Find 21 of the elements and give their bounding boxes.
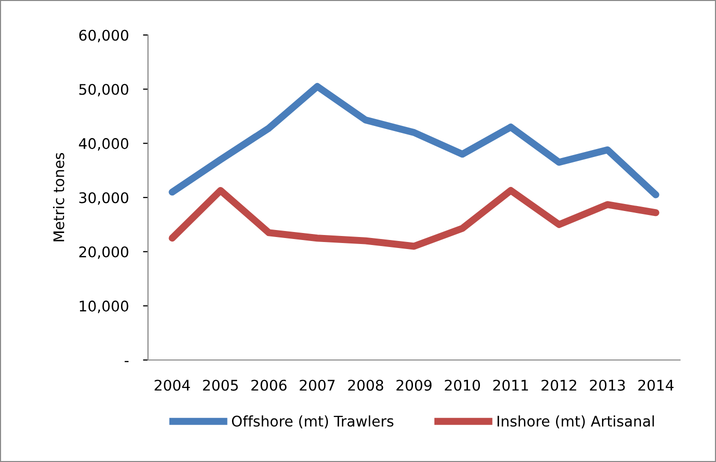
x-tick-label: 2007 — [300, 380, 335, 391]
x-tick-label: 2005 — [203, 380, 238, 391]
y-tick-label: - — [124, 360, 129, 362]
legend-label: Offshore (mt) Trawlers — [232, 415, 394, 428]
x-tick-label: 2010 — [444, 380, 480, 391]
x-tick-label: 2009 — [396, 380, 432, 391]
x-tick-label: 2011 — [493, 380, 528, 391]
y-tick-label: 50,000 — [79, 84, 128, 96]
x-tick-label: 2012 — [542, 380, 576, 391]
x-tick-label: 2013 — [590, 380, 625, 391]
x-tick-label: 2008 — [348, 380, 384, 391]
y-tick-label: 60,000 — [79, 30, 128, 42]
y-tick-label: 20,000 — [79, 246, 128, 259]
y-tick-label: 30,000 — [79, 192, 128, 205]
x-tick-label: 2006 — [251, 380, 287, 391]
legend-label: Inshore (mt) Artisanal — [498, 415, 654, 428]
y-axis-title: Metric tones — [52, 153, 64, 242]
x-tick-label: 2004 — [154, 380, 190, 391]
y-tick-label: 40,000 — [78, 138, 128, 151]
x-tick-label: 2014 — [638, 380, 674, 391]
y-tick-label: 10,000 — [80, 300, 128, 314]
